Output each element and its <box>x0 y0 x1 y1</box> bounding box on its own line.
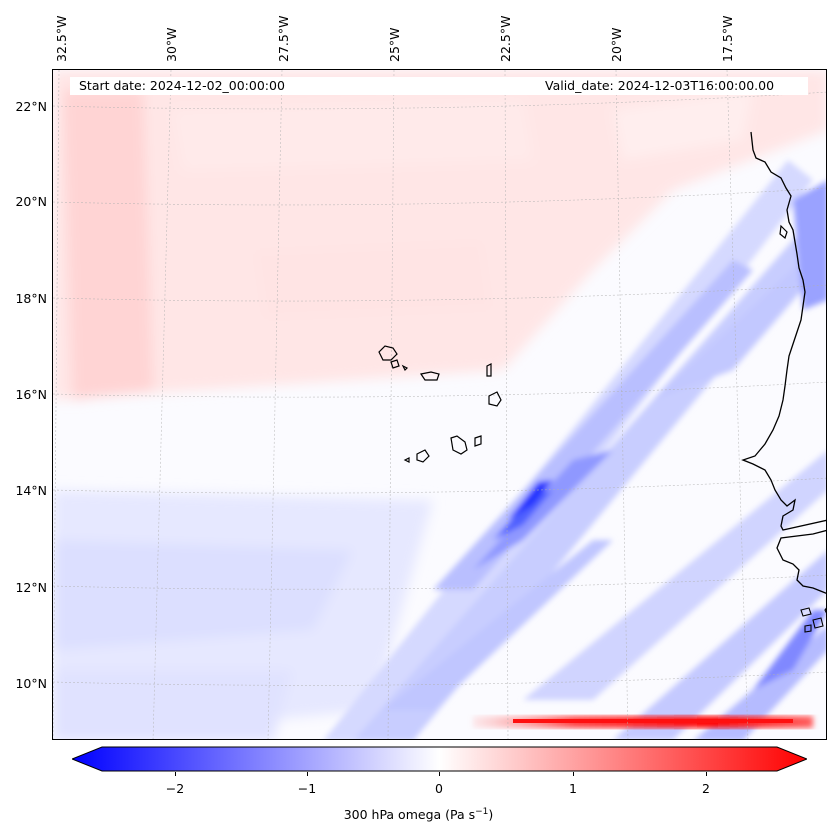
colorbar-title-exponent: −1 <box>475 807 489 817</box>
lon-label-32-5w: 32.5°W <box>54 15 69 62</box>
lon-label-27-5w: 27.5°W <box>276 15 291 62</box>
start-date-label: Start date: 2024-12-02_00:00:00 <box>79 78 285 93</box>
lat-label-22n: 22°N <box>15 99 47 114</box>
lat-label-12n: 12°N <box>15 580 47 595</box>
lon-label-17-5w: 17.5°W <box>720 15 735 62</box>
africa-coastline-inlet <box>779 224 788 240</box>
lon-label-20w: 20°W <box>609 27 624 62</box>
omega-field-map <box>53 70 826 739</box>
colorbar-title: 300 hPa omega (Pa s−1) <box>0 807 837 822</box>
colorbar-tick <box>439 772 440 776</box>
map-plot-area <box>52 69 827 740</box>
lat-label-14n: 14°N <box>15 483 47 498</box>
lon-label-22-5w: 22.5°W <box>498 15 513 62</box>
colorbar <box>72 746 807 772</box>
lon-label-30w: 30°W <box>164 27 179 62</box>
colorbar-gradient <box>72 746 807 772</box>
valid-date-label: Valid_date: 2024-12-03T16:00:00.00 <box>545 78 775 93</box>
lat-label-20n: 20°N <box>15 194 47 209</box>
colorbar-tick <box>573 772 574 776</box>
cabo-verde-islands <box>378 345 502 463</box>
lon-label-25w: 25°W <box>387 27 402 62</box>
negative-omega-region-south <box>53 490 433 739</box>
africa-coastline <box>741 131 826 594</box>
info-bar-background <box>70 77 808 95</box>
colorbar-tick-label: 2 <box>702 781 710 796</box>
colorbar-tick-label: 1 <box>569 781 577 796</box>
lat-label-18n: 18°N <box>15 291 47 306</box>
bijagos-islands <box>800 607 826 633</box>
colorbar-tick-label: −1 <box>297 781 317 796</box>
positive-omega-region-north <box>53 70 826 400</box>
colorbar-title-main: 300 hPa omega (Pa s <box>343 807 476 823</box>
negative-omega-bands <box>324 160 826 739</box>
colorbar-tick <box>175 772 176 776</box>
positive-omega-bottom-band <box>473 716 813 728</box>
colorbar-tick-label: 0 <box>435 781 443 796</box>
colorbar-tick <box>307 772 308 776</box>
lat-label-10n: 10°N <box>15 676 47 691</box>
lat-label-16n: 16°N <box>15 387 47 402</box>
graticule <box>53 70 826 739</box>
colorbar-tick <box>706 772 707 776</box>
colorbar-title-close: ) <box>488 807 494 823</box>
colorbar-tick-label: −2 <box>165 781 185 796</box>
